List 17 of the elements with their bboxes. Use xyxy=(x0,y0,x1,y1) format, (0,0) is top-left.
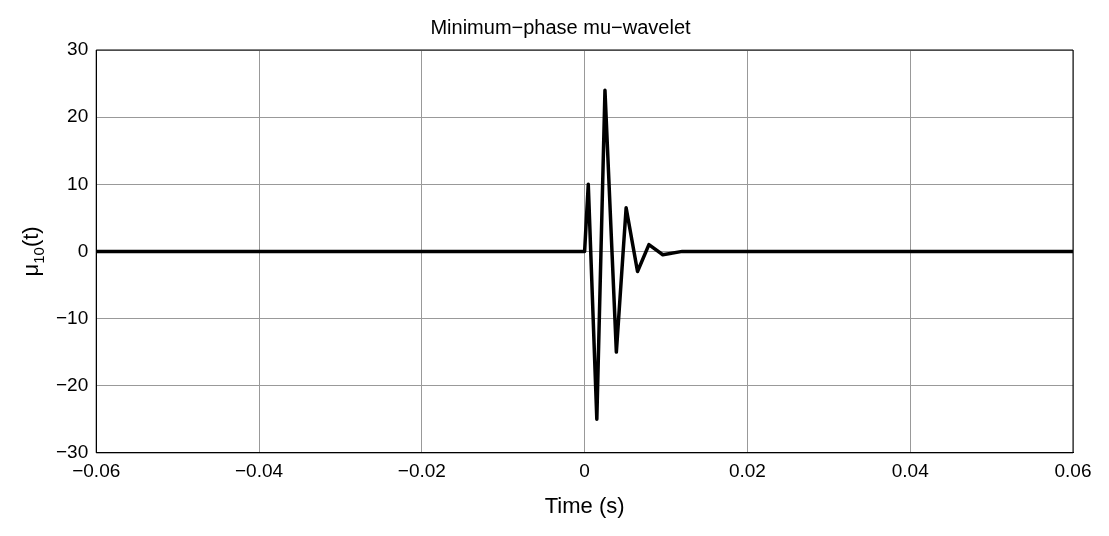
x-tick-label: 0.06 xyxy=(1054,460,1092,482)
y-tick-label: −10 xyxy=(56,306,89,328)
y-tick-label: −30 xyxy=(56,441,89,463)
y-axis-title: μ10(t) xyxy=(18,226,47,277)
x-axis-title: Time (s) xyxy=(544,492,625,518)
chart-title: Minimum−phase mu−wavelet xyxy=(430,15,691,38)
y-tick-label: 30 xyxy=(67,38,89,60)
y-tick-label: 20 xyxy=(67,105,89,127)
x-tick-label: −0.04 xyxy=(234,460,284,482)
x-tick-label: 0.04 xyxy=(891,460,930,482)
y-tick-label: −20 xyxy=(56,373,89,395)
x-tick-label: 0.02 xyxy=(728,460,766,482)
x-tick-label: −0.06 xyxy=(72,460,121,482)
x-tick-label: −0.02 xyxy=(397,460,446,482)
y-tick-label: 0 xyxy=(77,239,89,261)
y-tick-label: 10 xyxy=(67,172,89,194)
x-tick-label: 0 xyxy=(579,460,590,482)
